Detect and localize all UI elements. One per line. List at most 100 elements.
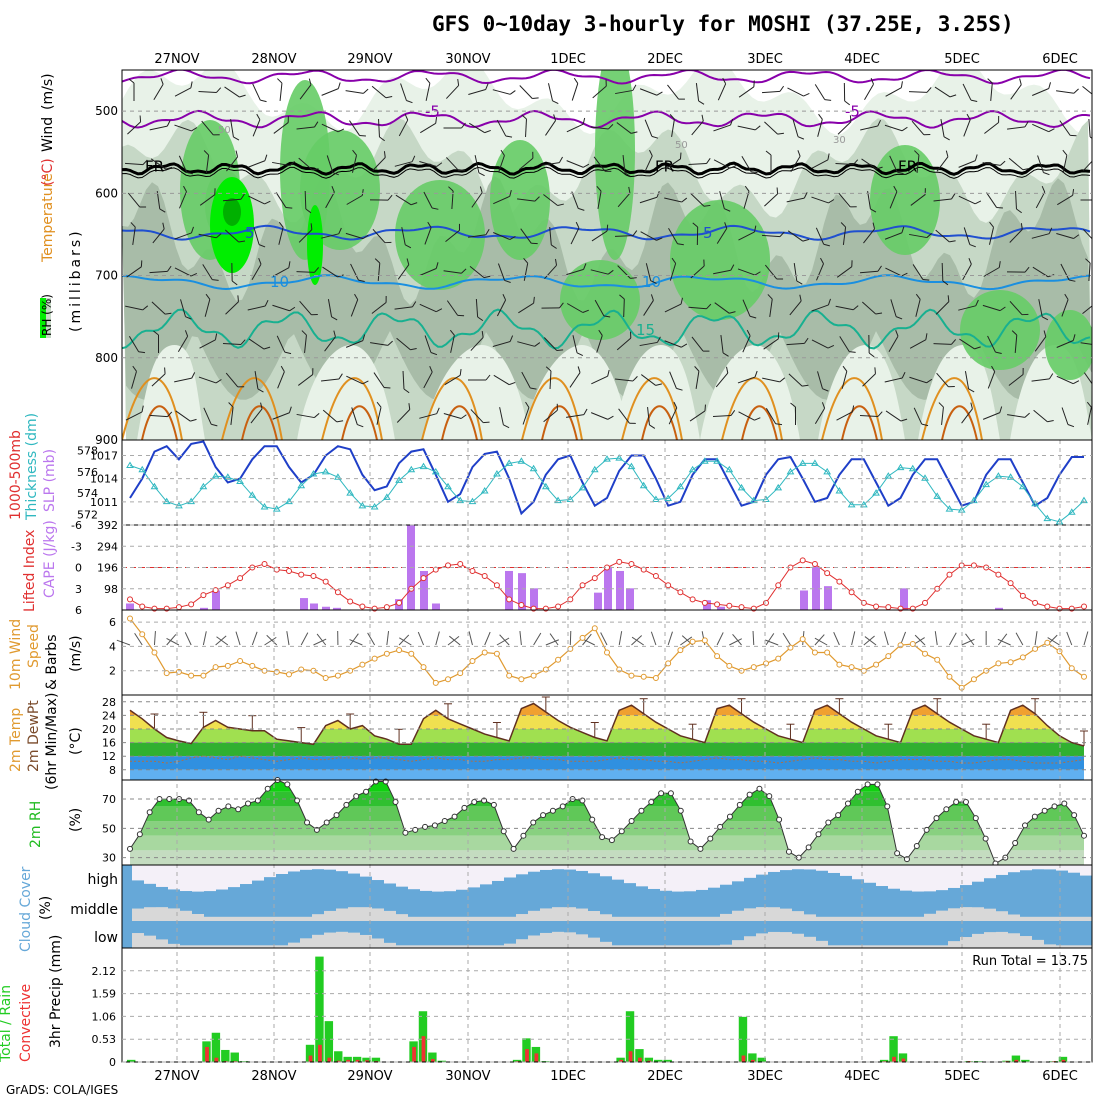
thickness-point <box>639 481 648 489</box>
wind-barb <box>668 401 678 425</box>
precip-total-bar <box>1058 1056 1068 1062</box>
wind-speed-point <box>873 661 880 668</box>
precip-total-bar <box>1011 1055 1021 1062</box>
cape-bar <box>995 607 1003 610</box>
cloud-bar <box>636 916 648 921</box>
date-label-bottom: 28NOV <box>251 1069 296 1084</box>
wind-barb <box>737 268 761 276</box>
thickness-point <box>627 462 636 470</box>
rh-point <box>736 801 743 808</box>
cloud-bar <box>972 933 984 948</box>
cloud-bar <box>192 945 204 948</box>
cloud-bar <box>204 916 216 921</box>
rh-point <box>549 807 556 814</box>
wind-barb <box>499 407 510 429</box>
rh-point <box>913 842 920 849</box>
wind-barb-10m <box>864 636 877 646</box>
lifted-index-point <box>127 596 133 603</box>
wind-barb <box>742 299 757 319</box>
cloud-bar <box>876 945 888 948</box>
wind-speed-point <box>139 631 146 638</box>
wind-barb <box>867 191 877 213</box>
wind-barb <box>153 78 164 100</box>
rh-point <box>815 831 822 838</box>
lifted-index-point <box>188 601 195 608</box>
wind-barb <box>958 154 978 168</box>
cloud-bar <box>180 910 192 921</box>
rh-point <box>304 819 311 826</box>
rh-point <box>943 806 950 813</box>
isotherm-line <box>122 274 1091 291</box>
wind-barb <box>350 293 359 317</box>
cloud-bar <box>1056 945 1068 948</box>
precip-convective-bar <box>901 1058 906 1062</box>
wind-barb <box>935 229 956 243</box>
wind-barb <box>835 159 859 165</box>
rh-point <box>392 798 399 805</box>
wind-barb <box>888 330 899 353</box>
rh-point <box>471 798 478 805</box>
warm-isotherm <box>122 377 183 440</box>
wind-barb <box>1038 299 1049 321</box>
temperature-band <box>130 742 1084 757</box>
wind-speed-point <box>995 660 1002 667</box>
wind-speed-point <box>408 650 415 657</box>
wind-speed-point <box>567 645 574 652</box>
wind-barb <box>394 301 417 310</box>
wind-barb <box>1088 118 1092 142</box>
wind-barb <box>936 372 955 388</box>
thickness-point <box>603 455 611 462</box>
cloud-bar <box>528 865 540 872</box>
wind-barb-10m <box>1047 637 1060 646</box>
wind-barb <box>1033 409 1054 423</box>
wind-barb-10m <box>716 632 724 646</box>
precip-total-bar <box>889 1036 898 1062</box>
temp-tick-label: 24 <box>102 709 116 722</box>
wind-barb <box>817 371 829 392</box>
wind-barb <box>1080 342 1092 346</box>
wind-barb <box>836 260 853 278</box>
lifted-index-point <box>1081 603 1087 610</box>
wind-barb <box>369 194 393 201</box>
cloud-bar <box>624 916 636 921</box>
wind-barb <box>449 329 455 353</box>
wind-speed-point <box>542 666 549 673</box>
cloud-bar <box>276 916 288 921</box>
wind-barb <box>1080 199 1092 201</box>
wind-barb <box>868 334 875 358</box>
wind-barb <box>272 304 296 312</box>
wind-speed-point <box>371 655 378 662</box>
cape-tick-label: 392 <box>97 519 118 532</box>
cloud-bar <box>228 865 240 888</box>
thickness-point <box>126 461 134 468</box>
wind-barb <box>523 257 529 281</box>
wind-barb <box>443 122 466 129</box>
wind-speed-point <box>127 615 133 622</box>
wind-barb-10m <box>449 635 461 646</box>
wind-barb <box>664 297 683 313</box>
lifted-tick-label: -3 <box>71 540 82 553</box>
cloud-bar <box>1020 936 1032 948</box>
wind-barb <box>861 158 883 170</box>
wind-speed-point <box>591 625 598 632</box>
precip-convective-bar <box>318 1044 322 1062</box>
wind-barb <box>811 153 830 169</box>
rh-point <box>648 798 655 805</box>
date-label-top: 4DEC <box>844 52 880 67</box>
minmax-axis-label: (6hr Min/Max) <box>44 693 60 790</box>
rh-moist-area <box>595 70 635 260</box>
wind-barb <box>443 268 467 274</box>
date-label-top: 3DEC <box>747 52 783 67</box>
cloud-bar <box>852 916 864 921</box>
cape-bar <box>703 600 711 610</box>
warm-isotherm <box>241 405 278 440</box>
wind-barb <box>275 192 293 209</box>
cloud-bar <box>972 865 984 882</box>
rh-point <box>726 813 733 820</box>
wind-barb-10m <box>386 631 390 646</box>
wind-barb <box>174 81 193 97</box>
wind-barb <box>909 376 933 384</box>
rh-point <box>1051 803 1058 810</box>
wind-speed-point <box>1081 673 1087 680</box>
wind-barb <box>321 123 345 133</box>
